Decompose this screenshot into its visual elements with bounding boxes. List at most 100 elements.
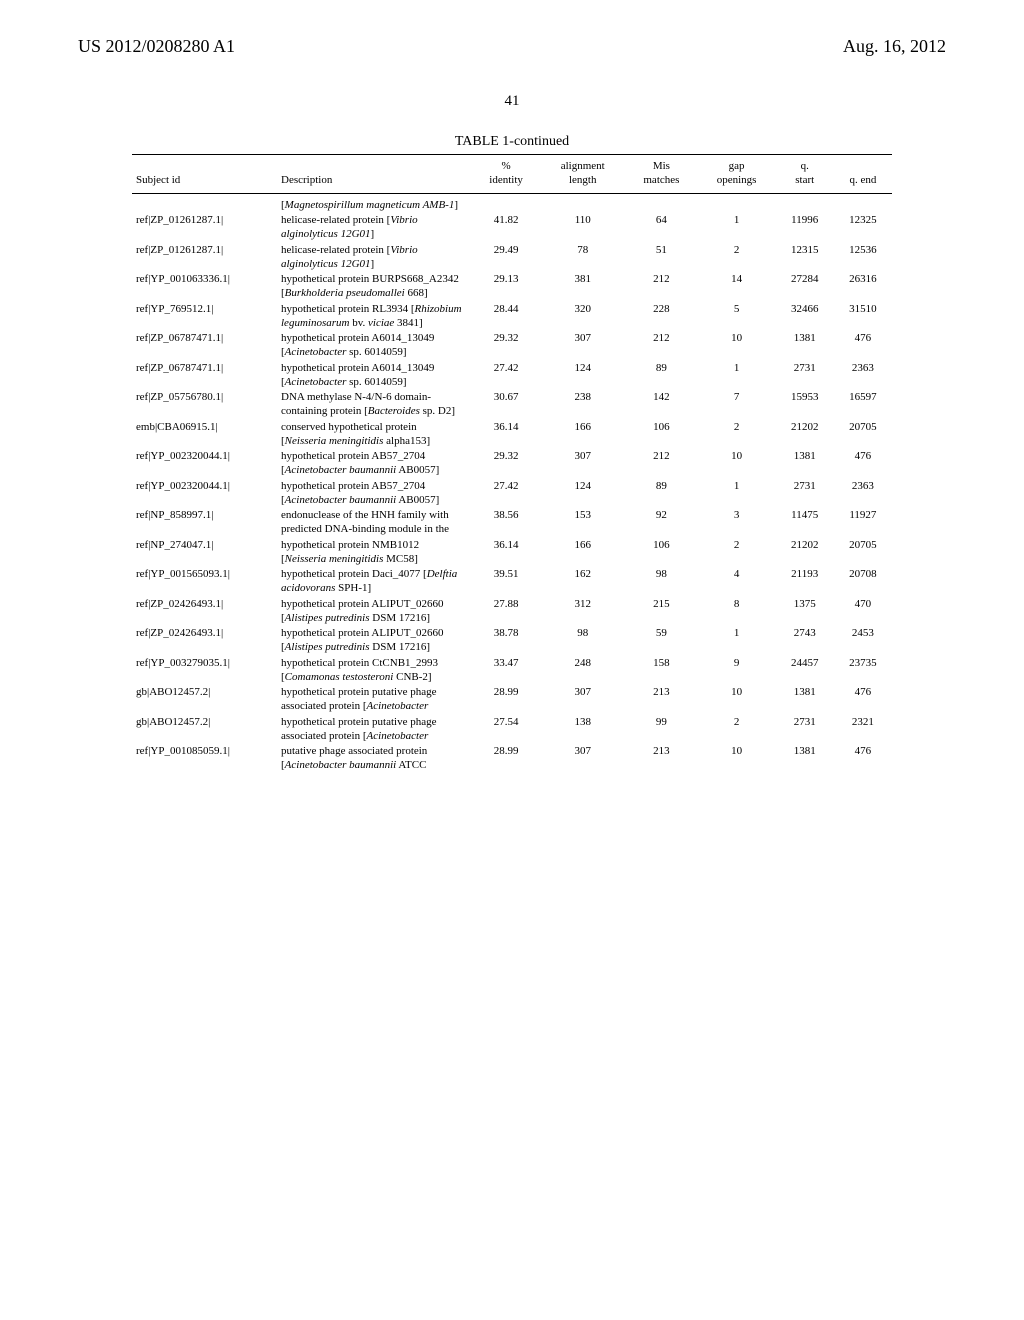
cell-value: 3 xyxy=(697,508,775,538)
col-gap: gapopenings xyxy=(697,155,775,194)
data-table: Subject id Description %identity alignme… xyxy=(132,154,892,774)
cell-value: 476 xyxy=(834,744,892,774)
table-row: ref|ZP_02426493.1|hypothetical protein A… xyxy=(132,597,892,627)
cell-value: 27.88 xyxy=(472,597,540,627)
cell-value: 21193 xyxy=(776,567,834,597)
cell-value: 213 xyxy=(625,685,697,715)
cell-subject-id: ref|YP_001085059.1| xyxy=(132,744,277,774)
page-number: 41 xyxy=(0,93,1024,110)
table-row: ref|ZP_01261287.1|helicase-related prote… xyxy=(132,243,892,273)
cell-value: 312 xyxy=(540,597,625,627)
cell-value: 476 xyxy=(834,449,892,479)
table-row: ref|NP_858997.1|endonuclease of the HNH … xyxy=(132,508,892,538)
cell-value: 28.99 xyxy=(472,685,540,715)
cell-value: 59 xyxy=(625,626,697,656)
cell-value: 92 xyxy=(625,508,697,538)
col-mismatches: Mismatches xyxy=(625,155,697,194)
cell-description: helicase-related protein [Vibrio alginol… xyxy=(277,213,472,243)
table-row: ref|NP_274047.1|hypothetical protein NMB… xyxy=(132,538,892,568)
cell-value: 1381 xyxy=(776,331,834,361)
cell-value: 320 xyxy=(540,302,625,332)
patent-date: Aug. 16, 2012 xyxy=(843,36,946,57)
patent-number: US 2012/0208280 A1 xyxy=(78,36,235,57)
cell-subject-id: gb|ABO12457.2| xyxy=(132,715,277,745)
table-row: ref|ZP_02426493.1|hypothetical protein A… xyxy=(132,626,892,656)
table-row: ref|ZP_05756780.1|DNA methylase N-4/N-6 … xyxy=(132,390,892,420)
table-row: ref|YP_001565093.1|hypothetical protein … xyxy=(132,567,892,597)
cell-value: 78 xyxy=(540,243,625,273)
table-row: ref|YP_003279035.1|hypothetical protein … xyxy=(132,656,892,686)
cell-value: 39.51 xyxy=(472,567,540,597)
cell-value: 1381 xyxy=(776,744,834,774)
cell-value: 12536 xyxy=(834,243,892,273)
cell-value: 38.78 xyxy=(472,626,540,656)
cell-subject-id: ref|YP_002320044.1| xyxy=(132,479,277,509)
cell-description: hypothetical protein A6014_13049 [Acinet… xyxy=(277,361,472,391)
cell-value: 16597 xyxy=(834,390,892,420)
cell-value: 166 xyxy=(540,538,625,568)
cell-description: endonuclease of the HNH family with pred… xyxy=(277,508,472,538)
cell-value: 10 xyxy=(697,449,775,479)
cell-value: 212 xyxy=(625,272,697,302)
cell-value: 24457 xyxy=(776,656,834,686)
cell-value: 12325 xyxy=(834,213,892,243)
cell-value: 476 xyxy=(834,685,892,715)
cell-value: 10 xyxy=(697,331,775,361)
table-row: ref|YP_001063336.1|hypothetical protein … xyxy=(132,272,892,302)
cell-value: 124 xyxy=(540,479,625,509)
table-body: [Magnetospirillum magneticum AMB-1]ref|Z… xyxy=(132,193,892,774)
cell-value: 21202 xyxy=(776,420,834,450)
table-row: ref|YP_769512.1|hypothetical protein RL3… xyxy=(132,302,892,332)
cell-description: hypothetical protein AB57_2704 [Acinetob… xyxy=(277,479,472,509)
cell-value: 27284 xyxy=(776,272,834,302)
table-row: ref|ZP_06787471.1|hypothetical protein A… xyxy=(132,361,892,391)
table-title: TABLE 1-continued xyxy=(0,134,1024,150)
cell-value: 1 xyxy=(697,479,775,509)
cell-subject-id: ref|ZP_01261287.1| xyxy=(132,213,277,243)
cell-subject-id: ref|YP_769512.1| xyxy=(132,302,277,332)
cell-description: hypothetical protein ALIPUT_02660 [Alist… xyxy=(277,597,472,627)
col-subject-id: Subject id xyxy=(132,155,277,194)
cell-value: 2731 xyxy=(776,715,834,745)
cell-value: 2 xyxy=(697,538,775,568)
cell-value: 307 xyxy=(540,449,625,479)
cell-value: 36.14 xyxy=(472,538,540,568)
cell-subject-id: ref|YP_001063336.1| xyxy=(132,272,277,302)
cell-value: 10 xyxy=(697,685,775,715)
cell-description: helicase-related protein [Vibrio alginol… xyxy=(277,243,472,273)
cell-value: 38.56 xyxy=(472,508,540,538)
cell-subject-id: ref|ZP_02426493.1| xyxy=(132,597,277,627)
cell-value: 29.49 xyxy=(472,243,540,273)
table-row: ref|YP_001085059.1|putative phage associ… xyxy=(132,744,892,774)
cell-value: 153 xyxy=(540,508,625,538)
table-row: ref|YP_002320044.1|hypothetical protein … xyxy=(132,449,892,479)
cell-value: 9 xyxy=(697,656,775,686)
cell-value: 21202 xyxy=(776,538,834,568)
cell-description: hypothetical protein NMB1012 [Neisseria … xyxy=(277,538,472,568)
cell-description: conserved hypothetical protein [Neisseri… xyxy=(277,420,472,450)
cell-value: 215 xyxy=(625,597,697,627)
cell-value: 2731 xyxy=(776,479,834,509)
cell-value: 2453 xyxy=(834,626,892,656)
cell-description: hypothetical protein Daci_4077 [Delftia … xyxy=(277,567,472,597)
cell-description: hypothetical protein AB57_2704 [Acinetob… xyxy=(277,449,472,479)
cell-value: 248 xyxy=(540,656,625,686)
cell-value: 238 xyxy=(540,390,625,420)
cell-value: 36.14 xyxy=(472,420,540,450)
cell-value: 307 xyxy=(540,331,625,361)
cell-value: 2363 xyxy=(834,479,892,509)
cell-value: 29.13 xyxy=(472,272,540,302)
cell-value: 381 xyxy=(540,272,625,302)
col-qstart: q.start xyxy=(776,155,834,194)
cell-description: hypothetical protein putative phage asso… xyxy=(277,685,472,715)
cell-subject-id: emb|CBA06915.1| xyxy=(132,420,277,450)
cell-description: [Magnetospirillum magneticum AMB-1] xyxy=(277,193,472,213)
table-row: gb|ABO12457.2|hypothetical protein putat… xyxy=(132,685,892,715)
cell-value: 1375 xyxy=(776,597,834,627)
cell-value: 2743 xyxy=(776,626,834,656)
cell-value: 138 xyxy=(540,715,625,745)
cell-value: 28.99 xyxy=(472,744,540,774)
cell-value: 1381 xyxy=(776,685,834,715)
cell-value: 28.44 xyxy=(472,302,540,332)
cell-value: 124 xyxy=(540,361,625,391)
